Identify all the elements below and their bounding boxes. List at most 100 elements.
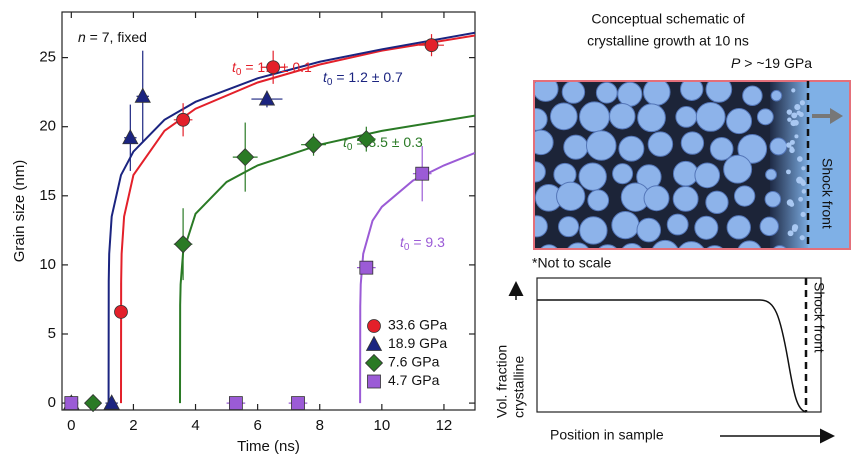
crystallite bbox=[526, 216, 547, 237]
crystallite bbox=[724, 155, 752, 183]
point bbox=[305, 136, 322, 153]
crystallite bbox=[676, 107, 697, 128]
crystallite bbox=[667, 214, 688, 235]
note-text: = 7, fixed bbox=[86, 29, 147, 45]
nucleus bbox=[801, 166, 805, 170]
crystallite bbox=[529, 130, 554, 155]
x-tick-label: 10 bbox=[373, 417, 390, 434]
crystallite bbox=[638, 104, 666, 132]
legend-marker bbox=[368, 375, 381, 388]
nucleus bbox=[786, 169, 791, 174]
crystallite bbox=[612, 212, 639, 239]
nucleus bbox=[802, 189, 806, 193]
crystallite bbox=[596, 82, 617, 103]
fit-annotation: t0 = 9.3 bbox=[400, 234, 445, 253]
legend-label: 7.6 GPa bbox=[388, 354, 440, 370]
legend-entry: 7.6 GPa bbox=[366, 354, 440, 372]
crystallite bbox=[676, 242, 706, 272]
shock-label: Shock front bbox=[819, 158, 835, 229]
point bbox=[416, 167, 429, 180]
fraction-curve bbox=[537, 300, 806, 412]
point bbox=[123, 130, 138, 144]
legend-marker bbox=[366, 355, 383, 372]
crystallite bbox=[550, 103, 577, 130]
point bbox=[292, 397, 305, 410]
crystallite bbox=[695, 163, 720, 188]
nucleus bbox=[787, 117, 791, 121]
point bbox=[237, 149, 254, 166]
nucleus bbox=[797, 156, 803, 162]
nucleus bbox=[792, 226, 798, 232]
crystallite bbox=[696, 102, 725, 131]
point bbox=[135, 88, 150, 102]
nucleus bbox=[790, 140, 795, 145]
nucleus bbox=[791, 88, 795, 92]
crystallite bbox=[710, 138, 733, 161]
fit-annotation: t0 = 3.5 ± 0.3 bbox=[343, 134, 423, 153]
crystallite bbox=[706, 191, 728, 213]
crystallite bbox=[673, 161, 698, 186]
crystallite bbox=[619, 136, 644, 161]
y-tick-label: 10 bbox=[39, 256, 56, 273]
legend-marker bbox=[368, 320, 381, 333]
pressure-text: > ~19 GPa bbox=[740, 55, 812, 71]
nucleus bbox=[798, 197, 803, 202]
x-axis-label: Time (ns) bbox=[237, 438, 300, 455]
legend-entry: 18.9 GPa bbox=[367, 335, 448, 351]
nucleus bbox=[800, 235, 805, 240]
x-tick-label: 12 bbox=[436, 417, 453, 434]
crystallite bbox=[525, 108, 547, 130]
crystallite bbox=[727, 216, 750, 239]
annotation-text: = 1.6 ± 0.1 bbox=[241, 59, 312, 75]
crystallite bbox=[586, 131, 616, 161]
crystallite bbox=[766, 169, 777, 180]
crystallite bbox=[557, 182, 585, 210]
crystallite bbox=[559, 217, 579, 237]
nucleus bbox=[788, 230, 794, 236]
x-tick-label: 0 bbox=[67, 417, 75, 434]
nucleus bbox=[787, 199, 794, 206]
crystallite bbox=[737, 241, 762, 266]
annotation-text: = 1.2 ± 0.7 bbox=[332, 69, 403, 85]
point bbox=[425, 39, 438, 52]
graph-frame bbox=[537, 278, 821, 412]
plot-area: 0246810120510152025Time (ns)Grain size (… bbox=[11, 12, 475, 455]
crystallite bbox=[562, 81, 584, 103]
graph-shock-label: Shock front bbox=[811, 282, 827, 353]
graph-y-label: Vol. fraction bbox=[494, 345, 510, 418]
nucleus bbox=[799, 112, 804, 117]
schematic-title: Conceptual schematic of bbox=[591, 11, 744, 27]
annotation-text: = 9.3 bbox=[409, 234, 445, 250]
nucleus bbox=[801, 212, 806, 217]
crystallite bbox=[771, 90, 782, 101]
x-tick-label: 8 bbox=[316, 417, 324, 434]
legend-entry: 4.7 GPa bbox=[368, 372, 440, 388]
crystallite bbox=[564, 135, 588, 159]
x-tick-label: 4 bbox=[191, 417, 199, 434]
graph-x-label: Position in sample bbox=[550, 427, 664, 443]
crystallite bbox=[765, 191, 781, 207]
crystallite bbox=[618, 82, 642, 106]
fit-note: n = 7, fixed bbox=[78, 29, 147, 45]
crystallite bbox=[637, 218, 661, 242]
crystallite bbox=[648, 132, 673, 157]
crystallite bbox=[580, 217, 607, 244]
point bbox=[85, 395, 102, 412]
schematic-title: crystalline growth at 10 ns bbox=[587, 33, 749, 49]
point bbox=[115, 305, 128, 318]
y-tick-label: 5 bbox=[48, 325, 56, 342]
legend-label: 4.7 GPa bbox=[388, 372, 440, 388]
nucleus bbox=[791, 112, 797, 118]
fit-annotation: t0 = 1.2 ± 0.7 bbox=[323, 69, 403, 88]
point bbox=[360, 261, 373, 274]
crystallite bbox=[620, 244, 644, 268]
point bbox=[177, 113, 190, 126]
graph-y-label: crystalline bbox=[511, 356, 527, 418]
y-tick-label: 0 bbox=[48, 394, 56, 411]
scale-note: *Not to scale bbox=[532, 255, 612, 271]
pressure-label: P > ~19 GPa bbox=[731, 55, 812, 71]
point bbox=[65, 397, 78, 410]
crystallite bbox=[610, 103, 635, 128]
legend-marker bbox=[367, 337, 382, 351]
crystallite bbox=[644, 186, 669, 211]
